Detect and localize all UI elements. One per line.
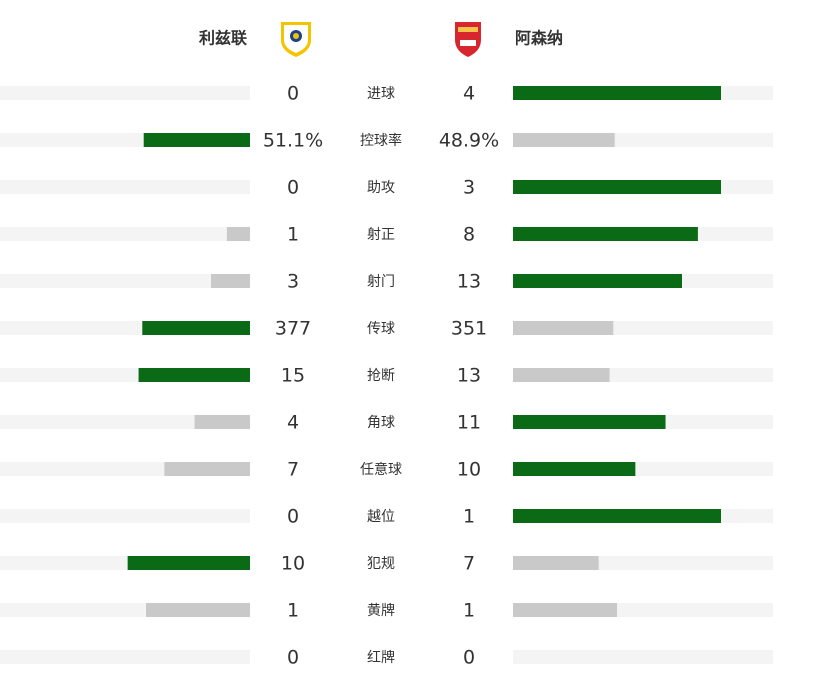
home-track	[0, 86, 250, 100]
home-bar	[143, 133, 250, 147]
home-value: 377	[275, 318, 311, 340]
away-value: 4	[463, 83, 475, 105]
away-bar	[513, 603, 617, 617]
away-logo	[455, 22, 481, 57]
home-track	[0, 509, 250, 523]
home-value: 7	[287, 459, 299, 481]
away-bar	[513, 368, 610, 382]
home-team: 利兹联	[199, 29, 247, 48]
away-value: 13	[457, 365, 481, 387]
home-bar	[226, 227, 250, 241]
away-bar	[513, 462, 636, 476]
home-track	[0, 180, 250, 194]
away-value: 48.9%	[439, 130, 499, 152]
away-bar	[513, 180, 721, 194]
away-value: 7	[463, 553, 475, 575]
home-value: 4	[287, 412, 299, 434]
away-value: 3	[463, 177, 475, 199]
home-value: 10	[281, 553, 305, 575]
stat-label: 黄牌	[367, 602, 395, 619]
away-bar	[513, 86, 721, 100]
stat-label: 射正	[367, 227, 395, 243]
stat-label: 角球	[367, 415, 395, 431]
stat-label: 射门	[367, 274, 395, 290]
away-value: 0	[463, 647, 475, 669]
away-value: 13	[457, 271, 481, 293]
away-value: 8	[463, 224, 475, 246]
home-value: 15	[281, 365, 305, 387]
home-value: 1	[287, 600, 299, 622]
home-bar	[138, 368, 250, 382]
home-value: 3	[287, 271, 299, 293]
stat-label: 红牌	[367, 649, 395, 666]
home-track	[0, 650, 250, 664]
stat-label: 抢断	[367, 367, 395, 384]
away-bar	[513, 274, 682, 288]
away-team: 阿森纳	[515, 29, 563, 48]
home-value: 1	[287, 224, 299, 246]
away-value: 10	[457, 459, 481, 481]
away-track	[513, 650, 773, 664]
home-bar	[127, 556, 250, 570]
stat-label: 任意球	[360, 461, 402, 478]
home-bar	[194, 415, 250, 429]
home-bar	[146, 603, 250, 617]
away-value: 1	[463, 506, 475, 528]
away-bar	[513, 415, 666, 429]
home-value: 0	[287, 83, 299, 105]
away-value: 11	[457, 412, 481, 434]
stat-label: 犯规	[367, 556, 395, 572]
stat-label: 越位	[367, 509, 395, 525]
home-value: 0	[287, 506, 299, 528]
stat-label: 进球	[367, 86, 395, 102]
away-bar	[513, 133, 615, 147]
away-value: 351	[451, 318, 487, 340]
stat-label: 传球	[367, 321, 395, 337]
stat-label: 控球率	[360, 132, 402, 149]
home-logo	[281, 22, 311, 57]
away-bar	[513, 556, 599, 570]
stat-label: 助攻	[367, 180, 395, 196]
home-bar	[211, 274, 250, 288]
home-track	[0, 415, 250, 429]
home-bar	[164, 462, 250, 476]
home-track	[0, 227, 250, 241]
away-bar	[513, 509, 721, 523]
home-value: 0	[287, 647, 299, 669]
home-value: 0	[287, 177, 299, 199]
home-track	[0, 274, 250, 288]
home-value: 51.1%	[263, 130, 323, 152]
away-bar	[513, 227, 698, 241]
home-bar	[142, 321, 250, 335]
away-bar	[513, 321, 614, 335]
away-value: 1	[463, 600, 475, 622]
